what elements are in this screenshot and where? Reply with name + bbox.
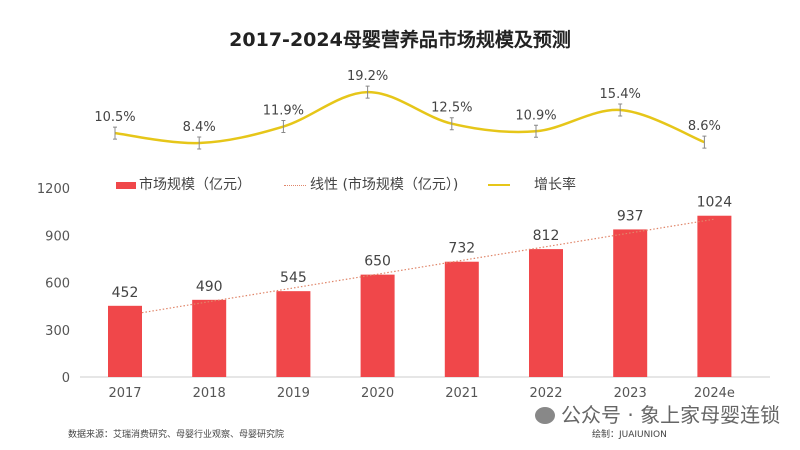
bar-value-label: 1024 — [697, 195, 733, 211]
x-tick-label: 2020 — [361, 386, 394, 401]
legend-label-growth: 增长率 — [534, 177, 576, 193]
legend-swatch-growth — [488, 184, 510, 186]
legend-swatch-trend — [284, 184, 306, 186]
bar — [529, 249, 563, 377]
x-tick-label: 2021 — [445, 386, 478, 401]
bar — [276, 291, 311, 377]
x-tick-label: 2024e — [694, 386, 735, 401]
y-tick-label: 900 — [45, 229, 70, 244]
watermark: 公众号 · 象上家母婴连锁 — [535, 404, 780, 426]
growth-line — [114, 90, 705, 145]
bar — [613, 229, 648, 377]
error-bar — [281, 120, 286, 134]
x-tick-label: 2017 — [108, 386, 141, 401]
bar — [108, 305, 142, 377]
chart-title: 2017-2024母婴营养品市场规模及预测 — [229, 29, 571, 51]
x-tick-label: 2022 — [529, 386, 562, 401]
legend-label-trend: 线性 (市场规模（亿元）) — [310, 177, 459, 193]
error-bar — [113, 126, 117, 140]
bar-value-label: 732 — [448, 241, 475, 257]
error-bar — [365, 85, 370, 99]
legend-item-trend: 线性 (市场规模（亿元）) — [284, 176, 458, 194]
bar-value-label: 937 — [617, 208, 644, 224]
growth-label: 19.2% — [347, 69, 388, 84]
x-tick-label: 2019 — [277, 386, 310, 401]
bar — [444, 261, 479, 377]
growth-label: 12.5% — [431, 101, 472, 116]
trend-line — [141, 218, 715, 314]
y-tick-label: 600 — [45, 277, 70, 292]
data-source: 数据来源：艾瑞消费研究、母婴行业观察、母婴研究院 — [68, 430, 285, 440]
x-tick-label: 2023 — [614, 386, 647, 401]
growth-label: 15.4% — [600, 87, 641, 102]
author-credit: 绘制：JUAIUNION — [592, 430, 667, 440]
growth-label: 8.6% — [688, 119, 721, 134]
y-tick-label: 0 — [62, 371, 70, 386]
bar-value-label: 650 — [364, 254, 391, 270]
watermark-text: 公众号 · 象上家母婴连锁 — [561, 403, 781, 427]
x-tick-label: 2018 — [193, 386, 226, 401]
error-bar — [197, 136, 202, 150]
y-tick-label: 1200 — [37, 182, 70, 197]
growth-label: 11.9% — [263, 104, 304, 119]
error-bar — [449, 117, 454, 131]
wechat-icon — [535, 406, 555, 424]
growth-label: 8.4% — [183, 120, 216, 135]
legend-swatch-bar — [116, 181, 136, 189]
growth-label: 10.5% — [94, 110, 135, 125]
bar-value-label: 452 — [112, 285, 139, 301]
bar-value-label: 812 — [533, 228, 560, 244]
bar — [192, 299, 227, 377]
legend-label-bar: 市场规模（亿元） — [139, 177, 251, 193]
y-tick-label: 300 — [45, 324, 70, 339]
error-bar — [534, 124, 538, 138]
legend-item-bar: 市场规模（亿元） — [116, 176, 251, 194]
bar — [360, 274, 395, 377]
bar-value-label: 490 — [196, 279, 223, 295]
bar — [697, 215, 732, 377]
growth-label: 10.9% — [515, 108, 556, 123]
error-bar — [618, 103, 623, 117]
bar-value-label: 545 — [280, 270, 307, 286]
legend-item-growth: 增长率 — [488, 176, 576, 194]
error-bar — [702, 135, 707, 149]
